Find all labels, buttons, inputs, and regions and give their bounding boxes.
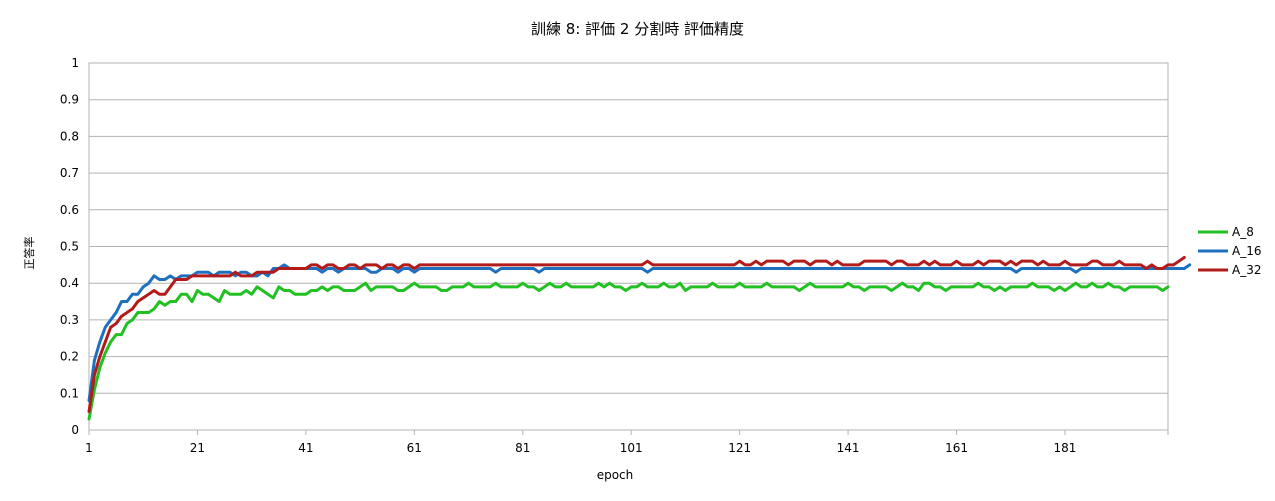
series-line-a-8 bbox=[87, 281, 1170, 421]
series-line-a-32 bbox=[87, 256, 1186, 414]
legend-item: A_16 bbox=[1198, 244, 1261, 258]
legend-label: A_32 bbox=[1232, 263, 1261, 277]
y-tick-label: 0.7 bbox=[60, 166, 79, 180]
y-tick-label: 0.2 bbox=[60, 350, 79, 364]
x-axis-ticks: 1 21 41 61 81 101 121 141 161 181 bbox=[85, 430, 1169, 455]
y-tick-label: 0.9 bbox=[60, 93, 79, 107]
x-tick-label: 101 bbox=[620, 441, 643, 455]
x-tick-label: 21 bbox=[190, 441, 205, 455]
chart-title: 訓練 8: 評価 2 分割時 評価精度 bbox=[531, 20, 744, 38]
x-tick-label: 181 bbox=[1054, 441, 1077, 455]
x-tick-label: 41 bbox=[298, 441, 313, 455]
y-tick-label: 0.5 bbox=[60, 240, 79, 254]
plot-area-frame bbox=[88, 62, 1169, 431]
series-line-a-16 bbox=[87, 263, 1192, 403]
y-tick-label: 0.6 bbox=[60, 203, 79, 217]
legend-item: A_32 bbox=[1198, 263, 1261, 277]
x-tick-label: 161 bbox=[945, 441, 968, 455]
y-tick-label: 1 bbox=[71, 56, 79, 70]
y-tick-label: 0.8 bbox=[60, 129, 79, 143]
x-tick-label: 81 bbox=[515, 441, 530, 455]
legend-item: A_8 bbox=[1198, 225, 1254, 239]
x-tick-label: 61 bbox=[407, 441, 422, 455]
y-tick-label: 0 bbox=[71, 423, 79, 437]
legend: A_8 A_16 A_32 bbox=[1198, 225, 1261, 277]
x-axis-title: epoch bbox=[597, 468, 634, 482]
legend-label: A_16 bbox=[1232, 244, 1261, 258]
x-tick-label: 141 bbox=[837, 441, 860, 455]
x-tick-label: 1 bbox=[85, 441, 93, 455]
y-tick-label: 0.1 bbox=[60, 386, 79, 400]
legend-label: A_8 bbox=[1232, 225, 1254, 239]
y-axis-title: 正答率 bbox=[22, 237, 36, 270]
y-axis-ticks: 0 0.1 0.2 0.3 0.4 0.5 0.6 0.7 0.8 0.9 1 bbox=[60, 56, 79, 437]
x-tick-label: 121 bbox=[728, 441, 751, 455]
y-tick-label: 0.4 bbox=[60, 276, 79, 290]
y-tick-label: 0.3 bbox=[60, 313, 79, 327]
series-lines bbox=[87, 256, 1192, 421]
gridlines bbox=[89, 62, 1168, 431]
